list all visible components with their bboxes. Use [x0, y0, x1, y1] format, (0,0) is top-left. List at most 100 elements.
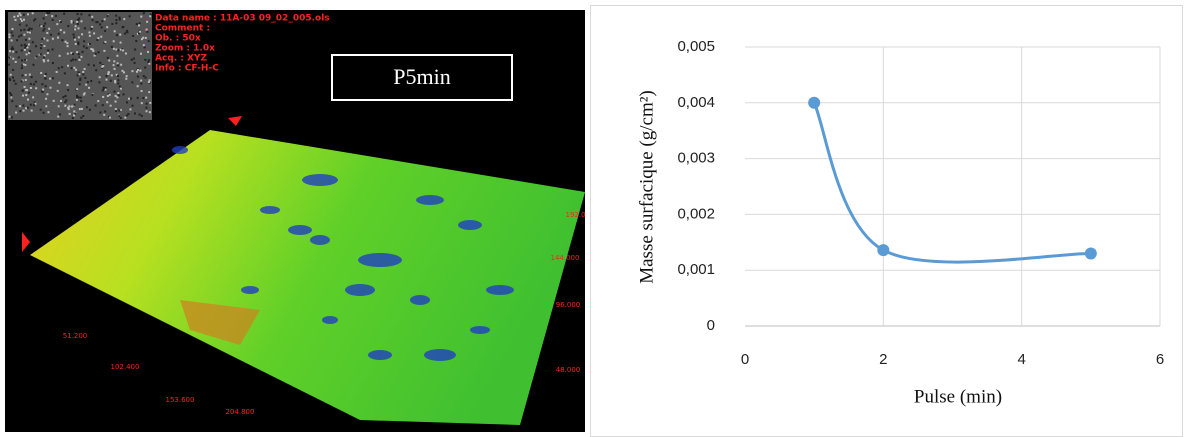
- noise-dot: [77, 96, 80, 99]
- noise-dot: [25, 94, 28, 97]
- noise-dot: [44, 77, 47, 80]
- surface-blob: [416, 195, 444, 205]
- noise-dot: [34, 45, 37, 48]
- noise-dot: [35, 55, 38, 58]
- noise-dot: [31, 12, 34, 15]
- image-axis-label: 192.000: [566, 211, 595, 219]
- noise-dot: [119, 33, 122, 36]
- noise-dot: [122, 25, 125, 28]
- noise-dot: [27, 29, 30, 32]
- noise-dot: [78, 73, 81, 76]
- noise-dot: [104, 29, 107, 32]
- noise-dot: [79, 96, 82, 99]
- noise-dot: [73, 36, 76, 39]
- label: P5min: [393, 64, 450, 89]
- noise-dot: [142, 44, 145, 47]
- noise-dot: [24, 38, 27, 41]
- y-tick-label: 0,003: [677, 150, 715, 167]
- info-line: Ob. : 50x: [155, 34, 201, 44]
- noise-dot: [25, 44, 28, 47]
- noise-dot: [128, 15, 131, 18]
- noise-dot: [29, 86, 32, 89]
- noise-dot: [43, 37, 46, 40]
- noise-dot: [20, 80, 23, 83]
- noise-dot: [11, 28, 14, 31]
- noise-dot: [41, 83, 44, 86]
- noise-dot: [63, 12, 66, 15]
- noise-dot: [74, 28, 77, 31]
- surface-blob: [424, 349, 456, 361]
- info-line: Comment :: [155, 24, 210, 34]
- noise-dot: [113, 30, 116, 33]
- noise-dot: [138, 22, 141, 25]
- noise-dot: [42, 29, 45, 32]
- noise-dot: [124, 52, 127, 55]
- noise-dot: [118, 16, 121, 19]
- noise-dot: [32, 83, 35, 86]
- noise-dot: [144, 76, 147, 79]
- noise-dot: [70, 59, 73, 62]
- noise-dot: [115, 19, 118, 22]
- noise-dot: [76, 94, 79, 97]
- noise-dot: [28, 27, 31, 30]
- noise-dot: [24, 73, 27, 76]
- noise-dot: [126, 31, 129, 34]
- noise-dot: [97, 51, 100, 54]
- noise-dot: [122, 71, 125, 74]
- noise-dot: [129, 108, 132, 111]
- noise-dot: [147, 40, 150, 43]
- noise-dot: [46, 93, 49, 96]
- noise-dot: [85, 47, 88, 50]
- noise-dot: [114, 81, 117, 84]
- noise-dot: [70, 67, 73, 70]
- noise-dot: [31, 41, 34, 44]
- noise-dot: [74, 38, 77, 41]
- noise-dot: [44, 85, 47, 88]
- noise-dot: [132, 34, 135, 37]
- noise-dot: [131, 70, 134, 73]
- noise-dot: [77, 36, 80, 39]
- noise-dot: [77, 41, 80, 44]
- noise-dot: [47, 111, 50, 114]
- y-tick-label: 0,005: [677, 38, 715, 55]
- data-point: [1084, 247, 1097, 260]
- surface-blob: [302, 174, 338, 186]
- noise-dot: [15, 105, 18, 108]
- noise-dot: [134, 48, 137, 51]
- noise-dot: [47, 49, 50, 52]
- noise-dot: [67, 89, 70, 92]
- noise-dot: [49, 86, 52, 89]
- noise-dot: [16, 15, 19, 18]
- y-tick-label: 0: [707, 317, 715, 334]
- y-tick-label: 0,001: [677, 261, 715, 278]
- noise-dot: [118, 85, 121, 88]
- noise-dot: [115, 48, 118, 51]
- image-axis-label: 153.600: [166, 396, 195, 404]
- noise-dot: [94, 104, 97, 107]
- noise-dot: [125, 29, 128, 32]
- noise-dot: [71, 116, 74, 119]
- noise-dot: [116, 96, 119, 99]
- image-axis-label: 96.000: [556, 301, 581, 309]
- noise-dot: [101, 65, 104, 68]
- noise-dot: [103, 113, 106, 116]
- noise-dot: [82, 93, 85, 96]
- noise-dot: [42, 58, 45, 61]
- noise-dot: [114, 100, 117, 103]
- noise-dot: [138, 32, 141, 35]
- noise-dot: [63, 72, 66, 75]
- noise-dot: [114, 108, 117, 111]
- noise-dot: [136, 85, 139, 88]
- noise-dot: [34, 18, 37, 21]
- noise-dot: [107, 71, 110, 74]
- noise-dot: [8, 77, 11, 80]
- noise-dot: [76, 88, 79, 91]
- noise-dot: [114, 79, 117, 82]
- noise-dot: [144, 66, 147, 69]
- noise-dot: [40, 43, 43, 46]
- x-tick-label: 4: [1017, 351, 1025, 368]
- noise-dot: [67, 106, 70, 109]
- noise-dot: [142, 36, 145, 39]
- noise-dot: [114, 94, 117, 97]
- noise-dot: [21, 74, 24, 77]
